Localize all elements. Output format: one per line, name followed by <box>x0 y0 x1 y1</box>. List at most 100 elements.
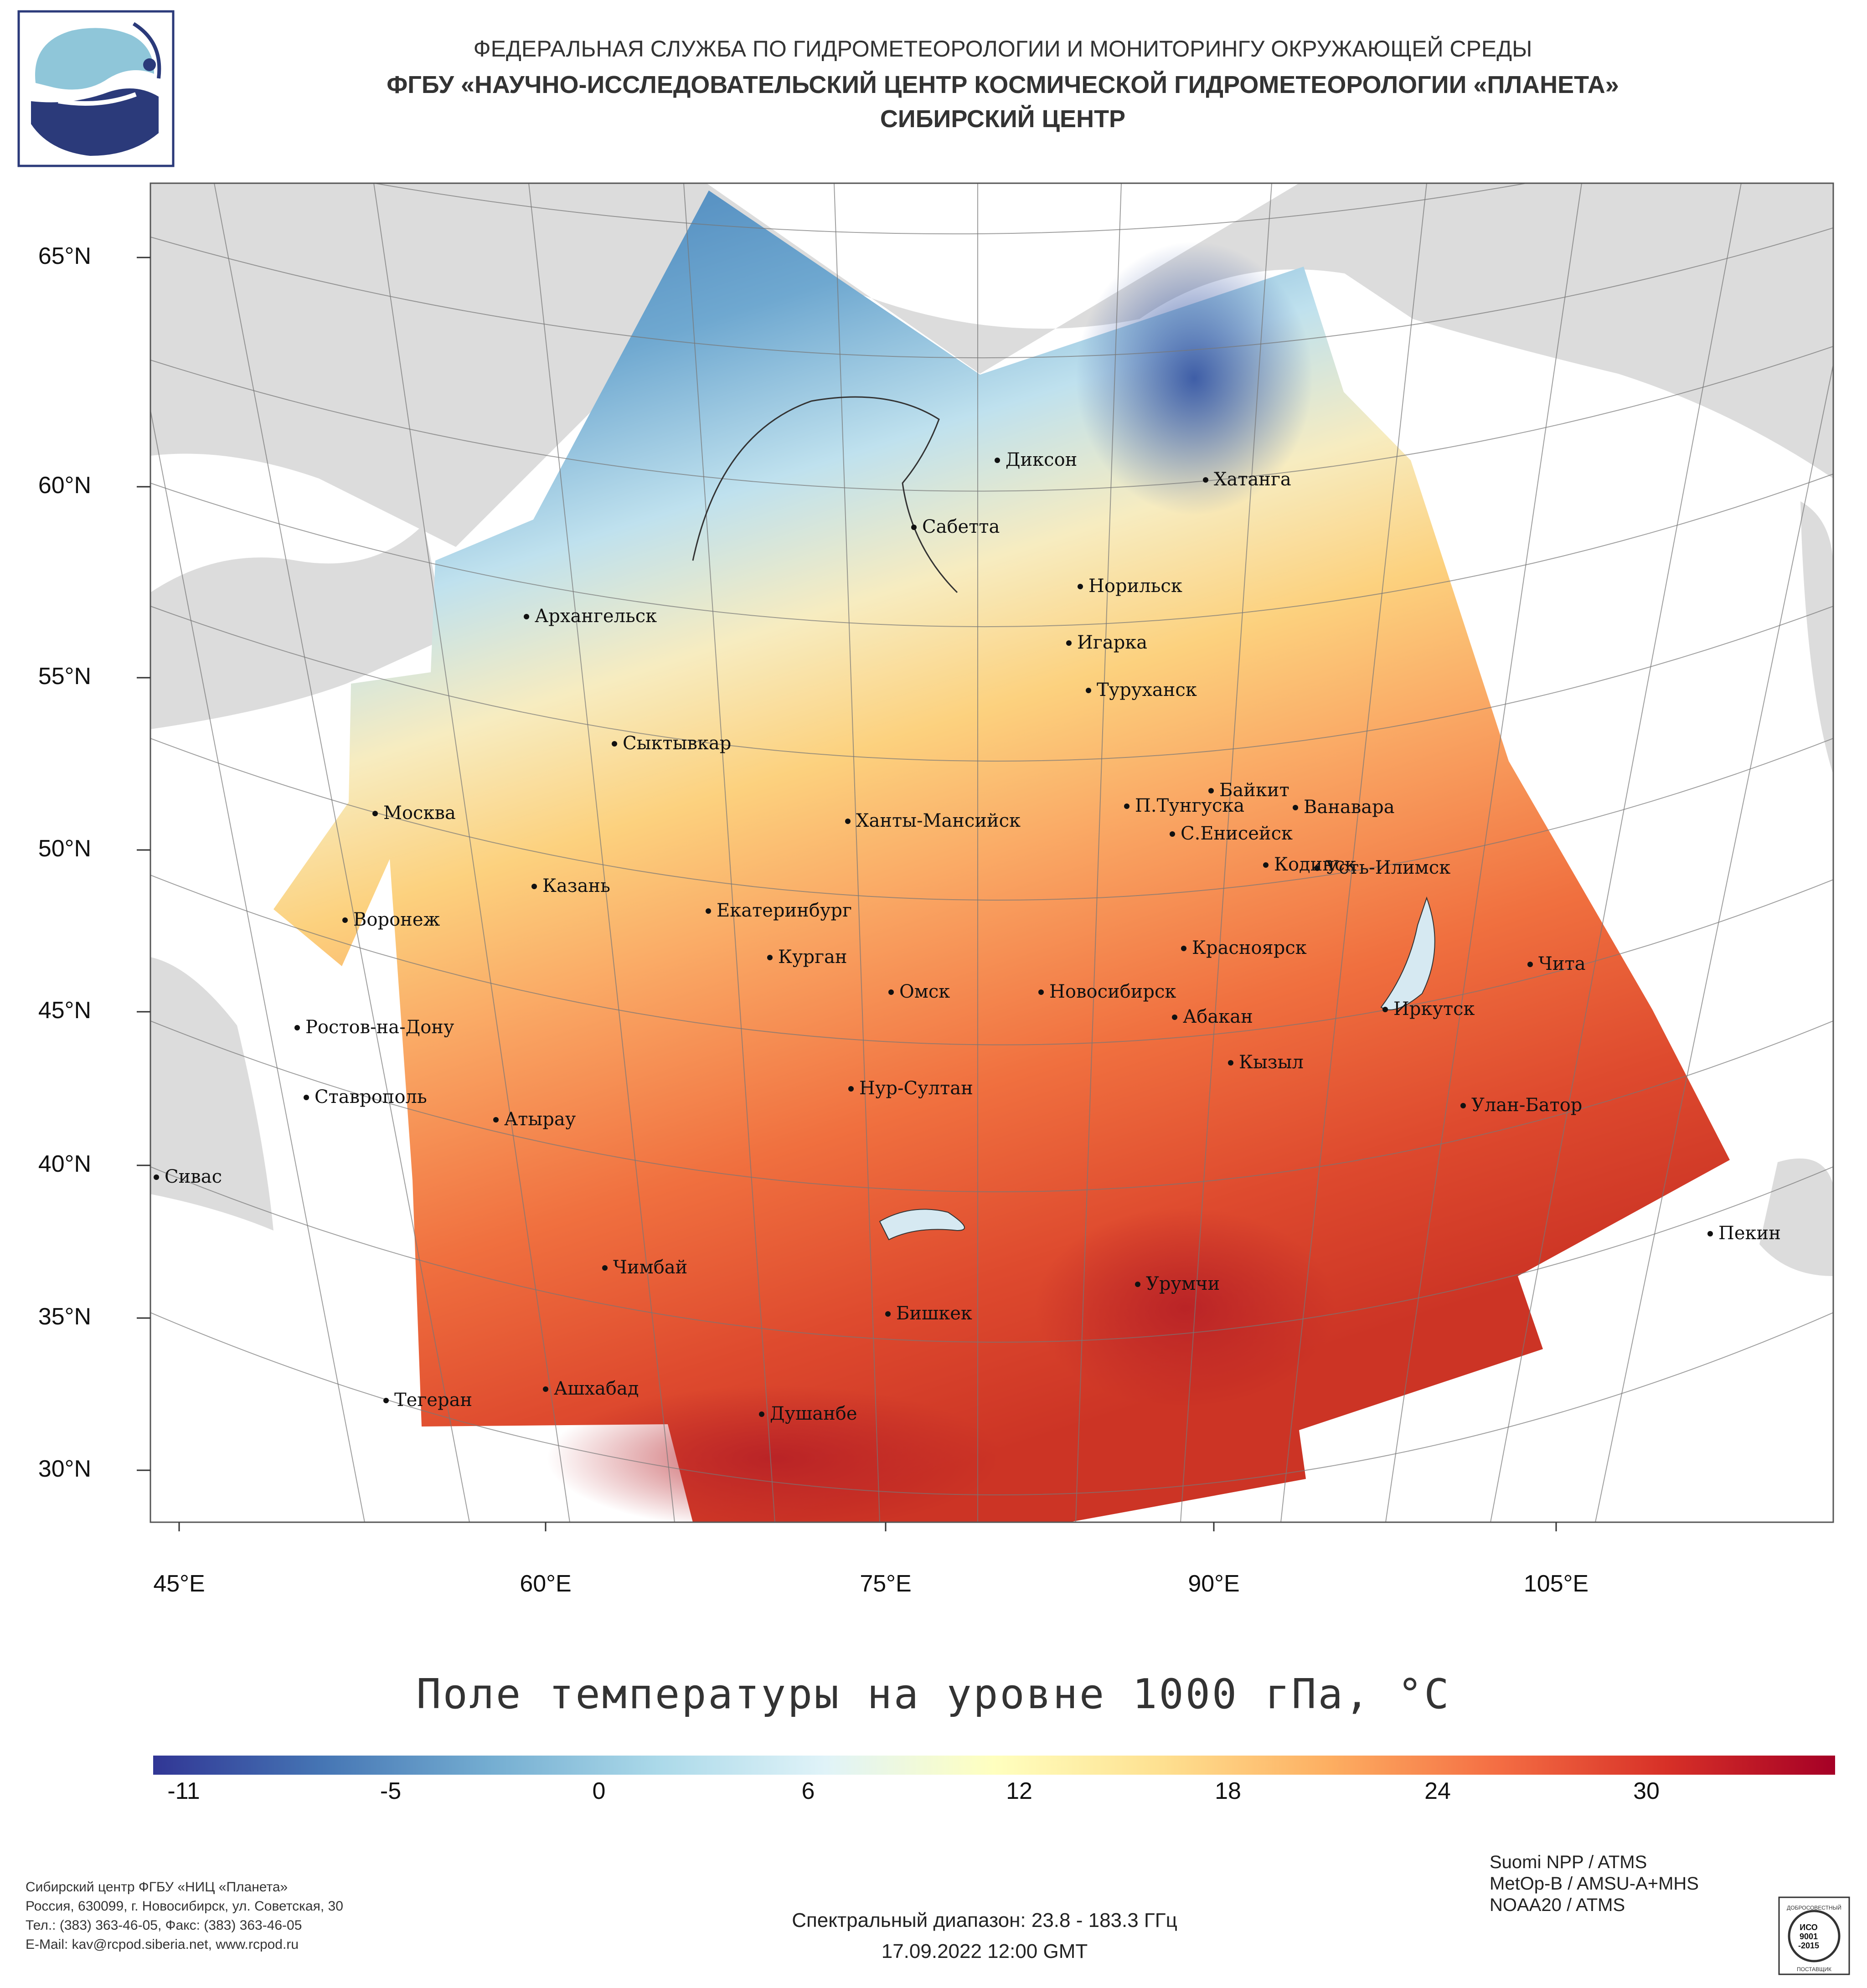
city-label: Сивас <box>165 1166 222 1187</box>
city-label: Курган <box>778 947 847 968</box>
colorbar-tick: 0 <box>592 1778 606 1804</box>
instrument-item: MetOp-B / AMSU-A+MHS <box>1490 1874 1699 1894</box>
city-label: Норильск <box>1088 576 1182 597</box>
city-label: Атырау <box>504 1109 576 1130</box>
city-label: П.Тунгуска <box>1135 795 1244 816</box>
city-label: Сыктывкар <box>623 733 731 754</box>
city-novosibirsk: Новосибирск <box>1038 981 1176 1002</box>
city-arkhangelsk: Архангельск <box>524 606 657 627</box>
iso-text: ИСО <box>1800 1923 1818 1932</box>
lat-label: 65°N <box>38 243 91 269</box>
contact-block: Сибирский центр ФГБУ «НИЦ «Планета» Росс… <box>26 1878 343 1954</box>
lat-label: 35°N <box>38 1303 91 1330</box>
city-ekaterinburg: Екатеринбург <box>706 900 852 921</box>
city-chita: Чита <box>1527 953 1586 974</box>
city-omsk: Омск <box>888 981 950 1002</box>
city-p-tunguska: П.Тунгуска <box>1124 795 1244 816</box>
lat-label: 55°N <box>38 663 91 690</box>
city-label: Ханты-Мансийск <box>856 810 1021 831</box>
lon-label: 45°E <box>153 1571 205 1597</box>
city-chimbay: Чимбай <box>602 1257 687 1278</box>
city-label: Ставрополь <box>315 1087 427 1107</box>
city-label: Душанбе <box>770 1403 857 1424</box>
city-label: Хатанга <box>1214 469 1291 490</box>
city-pekin: Пекин <box>1707 1223 1781 1244</box>
city-kyzyl: Кызыл <box>1228 1052 1304 1073</box>
iso-year: -2015 <box>1798 1941 1819 1950</box>
city-label: Екатеринбург <box>717 900 852 921</box>
city-label: Красноярск <box>1192 937 1307 958</box>
city-stavropol: Ставрополь <box>304 1087 427 1107</box>
org-email[interactable]: E-Mail: kav@rcpod.siberia.net, www.rcpod… <box>26 1937 299 1952</box>
lat-label: 50°N <box>38 835 91 862</box>
lat-label: 40°N <box>38 1151 91 1177</box>
temperature-map: Диксон Хатанга Сабетта Норильск Архангел… <box>137 182 1834 1531</box>
city-label: Ванавара <box>1304 797 1395 818</box>
city-label: Пекин <box>1718 1223 1781 1244</box>
city-label: Ашхабад <box>554 1378 639 1399</box>
city-sivas: Сивас <box>154 1166 222 1187</box>
city-label: Сабетта <box>922 516 1000 537</box>
city-label: Москва <box>383 803 456 824</box>
city-kurgan: Курган <box>767 947 847 968</box>
colorbar-tick: 6 <box>801 1778 815 1804</box>
colorbar-tick: 30 <box>1633 1778 1660 1804</box>
city-turukhansk: Туруханск <box>1086 680 1197 700</box>
colorbar-tick: 12 <box>1006 1778 1032 1804</box>
city-label: Иркутск <box>1393 999 1475 1020</box>
city-label: Воронеж <box>353 909 440 930</box>
iso-bottom-text: ПОСТАВЩИК <box>1797 1966 1831 1973</box>
city-label: Бишкек <box>896 1303 972 1324</box>
city-kazan: Казань <box>531 876 610 896</box>
city-label: Игарка <box>1077 632 1147 653</box>
city-voronezh: Воронеж <box>342 909 440 930</box>
city-label: Усть-Илимск <box>1325 857 1450 878</box>
city-rostov: Ростов-на-Дону <box>294 1017 454 1038</box>
city-label: Байкит <box>1219 780 1289 801</box>
city-igarka: Игарка <box>1066 632 1147 653</box>
city-nur-sultan: Нур-Султан <box>848 1078 973 1099</box>
city-dikson: Диксон <box>995 449 1077 470</box>
city-label: Нур-Султан <box>859 1078 973 1099</box>
city-label: Ростов-на-Дону <box>305 1017 454 1038</box>
iso-top-text: ДОБРОСОВЕСТНЫЙ <box>1787 1904 1841 1911</box>
city-label: Чимбай <box>613 1257 687 1278</box>
lat-label: 60°N <box>38 472 91 499</box>
city-label: Архангельск <box>535 606 657 627</box>
colorbar-tick: -5 <box>380 1778 402 1804</box>
city-dushanbe: Душанбе <box>759 1403 857 1424</box>
city-irkutsk: Иркутск <box>1382 999 1475 1020</box>
city-label: Кодинск <box>1274 854 1356 875</box>
center-title: СИБИРСКИЙ ЦЕНТР <box>880 105 1126 133</box>
iso-number: 9001 <box>1800 1932 1818 1941</box>
city-norilsk: Норильск <box>1078 576 1182 597</box>
city-tegeran: Тегеран <box>383 1390 472 1411</box>
colorbar-tick: -11 <box>167 1778 200 1804</box>
city-moskva: Москва <box>372 803 456 824</box>
city-ust-ilimsk: Усть-Илимск <box>1315 857 1450 878</box>
city-label: Кызыл <box>1239 1052 1304 1073</box>
city-label: Урумчи <box>1146 1273 1220 1294</box>
org-phone: Тел.: (383) 363-46-05, Факс: (383) 363-4… <box>26 1918 302 1933</box>
city-krasnoyarsk: Красноярск <box>1181 937 1307 958</box>
city-s-eniseysk: С.Енисейск <box>1170 823 1293 844</box>
city-sabetta: Сабетта <box>911 516 1000 537</box>
city-urumchi: Урумчи <box>1135 1273 1220 1294</box>
lat-label: 30°N <box>38 1456 91 1482</box>
spectral-range: Спектральный диапазон: 23.8 - 183.3 ГГц <box>792 1909 1177 1931</box>
iso-badge: ДОБРОСОВЕСТНЫЙ ИСО 9001 -2015 ПОСТАВЩИК <box>1778 1896 1850 1975</box>
colorbar-tick: 24 <box>1424 1778 1451 1804</box>
city-label: Туруханск <box>1097 680 1197 700</box>
datetime: 17.09.2022 12:00 GMT <box>881 1940 1088 1962</box>
city-label: Новосибирск <box>1049 981 1176 1002</box>
lon-label: 90°E <box>1188 1571 1240 1597</box>
institute-title: ФГБУ «НАУЧНО-ИССЛЕДОВАТЕЛЬСКИЙ ЦЕНТР КОС… <box>387 71 1619 98</box>
city-atyrau: Атырау <box>493 1109 576 1130</box>
colorbar-tick: 18 <box>1215 1778 1241 1804</box>
city-label: Диксон <box>1006 449 1077 470</box>
city-khatanga: Хатанга <box>1203 469 1291 490</box>
city-abakan: Абакан <box>1172 1006 1253 1027</box>
city-bishkek: Бишкек <box>885 1303 972 1324</box>
lon-label: 105°E <box>1523 1571 1589 1597</box>
city-baykit: Байкит <box>1208 780 1289 801</box>
